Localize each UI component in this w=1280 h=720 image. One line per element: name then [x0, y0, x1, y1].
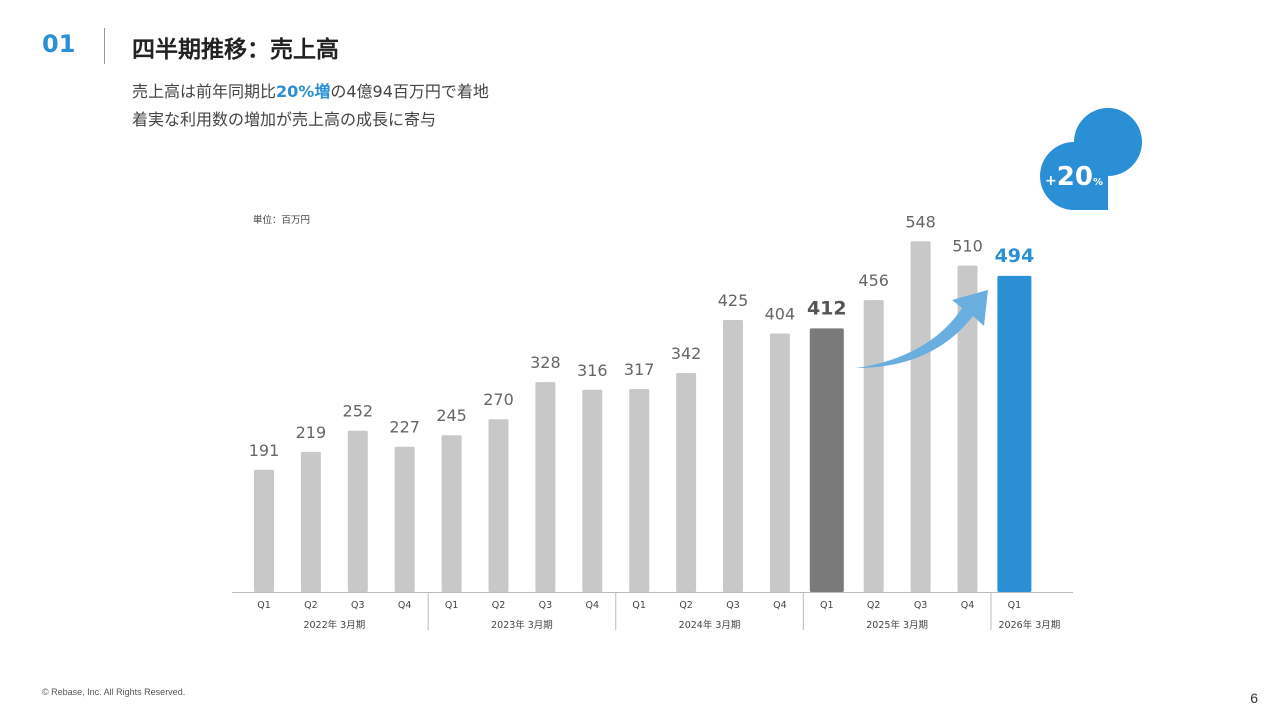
x-tick-label: Q1 [257, 600, 271, 611]
x-tick-label: Q3 [726, 600, 740, 611]
bar-value-label: 494 [995, 245, 1035, 267]
bar-value-label: 252 [343, 402, 374, 421]
x-tick-label: Q2 [679, 600, 693, 611]
bar [488, 419, 509, 592]
subtitle-line-1-post: の4億94百万円で着地 [330, 82, 489, 101]
bar [535, 382, 556, 592]
title-divider [104, 28, 105, 64]
bar [676, 373, 697, 592]
x-tick-label: Q2 [867, 600, 881, 611]
growth-badge [1040, 108, 1142, 210]
page-number: 6 [1250, 690, 1258, 706]
bar-value-label: 456 [858, 271, 889, 290]
x-tick-label: Q3 [539, 600, 553, 611]
bar-value-label: 404 [765, 304, 796, 323]
page-title: 四半期推移：売上高 [132, 37, 339, 63]
bar [441, 435, 462, 592]
growth-badge-text: +20% [1045, 162, 1103, 192]
bar-value-label: 227 [389, 418, 420, 437]
x-tick-label: Q1 [632, 600, 646, 611]
bar [863, 300, 884, 592]
x-tick-label: Q2 [492, 600, 506, 611]
bar [347, 430, 368, 592]
bar-value-label: 342 [671, 344, 702, 363]
bar [997, 275, 1032, 592]
bar-value-label: 219 [296, 423, 327, 442]
bar-value-label: 317 [624, 360, 655, 379]
bar [254, 469, 274, 592]
x-tick-label: Q4 [773, 600, 787, 611]
bar-value-label: 245 [436, 406, 467, 425]
badge-sign: + [1045, 173, 1057, 189]
x-tick-label: Q1 [445, 600, 459, 611]
x-tick-label: Q1 [820, 600, 834, 611]
bar [582, 389, 603, 592]
subtitle-line-1-highlight: 20%増 [276, 82, 331, 101]
group-label: 2024年 3月期 [679, 619, 741, 631]
group-label: 2025年 3月期 [866, 619, 928, 631]
subtitle-line-1: 売上高は前年同期比20%増の4億94百万円で着地 [132, 78, 489, 102]
bar [300, 451, 321, 592]
bar-value-label: 191 [249, 441, 280, 460]
x-tick-label: Q4 [398, 600, 412, 611]
bar [957, 265, 978, 592]
copyright: © Rebase, Inc. All Rights Reserved. [42, 687, 186, 697]
section-number: 01 [42, 30, 76, 58]
group-label: 2022年 3月期 [303, 619, 365, 631]
growth-arrow [856, 290, 988, 368]
x-tick-label: Q4 [586, 600, 600, 611]
group-label: 2023年 3月期 [491, 619, 553, 631]
x-tick-label: Q3 [914, 600, 928, 611]
group-label: 2026年 3月期 [999, 619, 1061, 631]
bar [394, 446, 415, 592]
x-tick-label: Q3 [351, 600, 365, 611]
badge-unit: % [1093, 177, 1103, 188]
bar-value-label: 270 [483, 390, 514, 409]
bar-value-label: 548 [905, 212, 936, 231]
bar [723, 320, 743, 592]
bar [809, 328, 844, 592]
bar-value-label: 412 [807, 297, 847, 319]
bar-value-label: 510 [952, 237, 983, 256]
subtitle-line-1-pre: 売上高は前年同期比 [132, 82, 277, 101]
x-tick-label: Q1 [1008, 600, 1022, 611]
bar [910, 241, 931, 592]
subtitle-line-2: 着実な利用数の増加が売上高の成長に寄与 [132, 110, 437, 129]
bar-value-label: 316 [577, 361, 608, 380]
bar-value-label: 425 [718, 291, 749, 310]
bar-value-label: 328 [530, 353, 561, 372]
bar [629, 389, 650, 592]
x-tick-label: Q2 [304, 600, 318, 611]
x-tick-label: Q4 [961, 600, 975, 611]
bar [769, 333, 790, 592]
badge-value: 20 [1057, 162, 1093, 192]
unit-label: 単位：百万円 [253, 214, 310, 226]
